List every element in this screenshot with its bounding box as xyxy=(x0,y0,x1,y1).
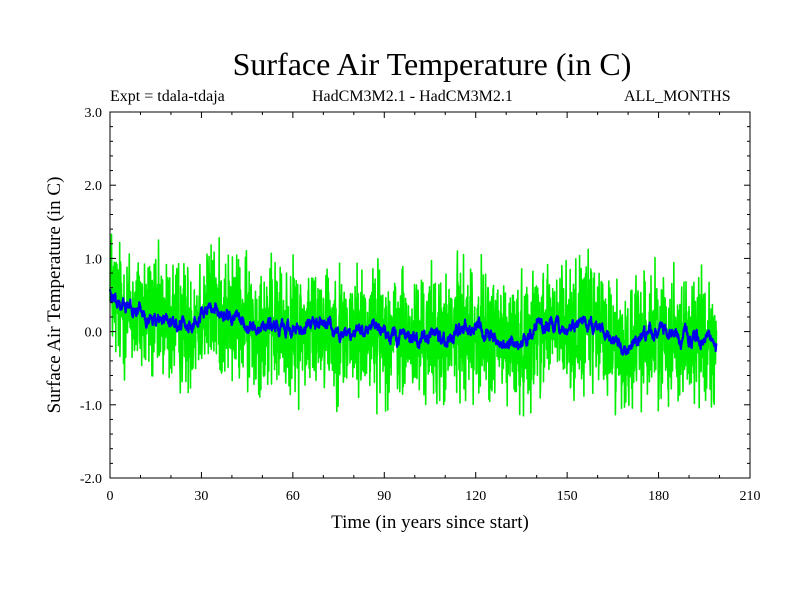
x-tick-label: 180 xyxy=(648,489,669,504)
x-axis-label: Time (in years since start) xyxy=(331,512,529,533)
series-mean-line xyxy=(108,288,718,356)
months-label: ALL_MONTHS xyxy=(624,88,731,105)
y-tick-label: -1.0 xyxy=(80,399,102,414)
tick-layer: 0 30 60 90 120 150 180 210 -2.0 -1.0 0.0 1.0 2.0 3.0 xyxy=(80,106,761,504)
experiment-label: Expt = tdala-tdaja xyxy=(110,88,225,105)
x-tick-label: 60 xyxy=(286,489,300,504)
series-monthly-line xyxy=(109,233,718,417)
y-tick-label: 1.0 xyxy=(85,252,103,267)
y-tick-label: 3.0 xyxy=(85,106,103,121)
y-tick-label: 0.0 xyxy=(85,326,103,341)
chart-title: Surface Air Temperature (in C) xyxy=(232,46,632,82)
y-axis-label: Surface Air Temperature (in C) xyxy=(44,177,65,414)
y-tick-label: -2.0 xyxy=(80,472,102,487)
y-tick-label: 2.0 xyxy=(85,179,103,194)
model-label: HadCM3M2.1 - HadCM3M2.1 xyxy=(312,88,513,105)
x-tick-label: 90 xyxy=(377,489,391,504)
x-tick-label: 120 xyxy=(465,489,486,504)
x-tick-label: 150 xyxy=(557,489,578,504)
plot-frame xyxy=(109,111,751,479)
x-tick-label: 210 xyxy=(740,489,761,504)
x-tick-label: 30 xyxy=(194,489,208,504)
series-layer xyxy=(108,233,718,417)
x-tick-label: 0 xyxy=(107,489,114,504)
